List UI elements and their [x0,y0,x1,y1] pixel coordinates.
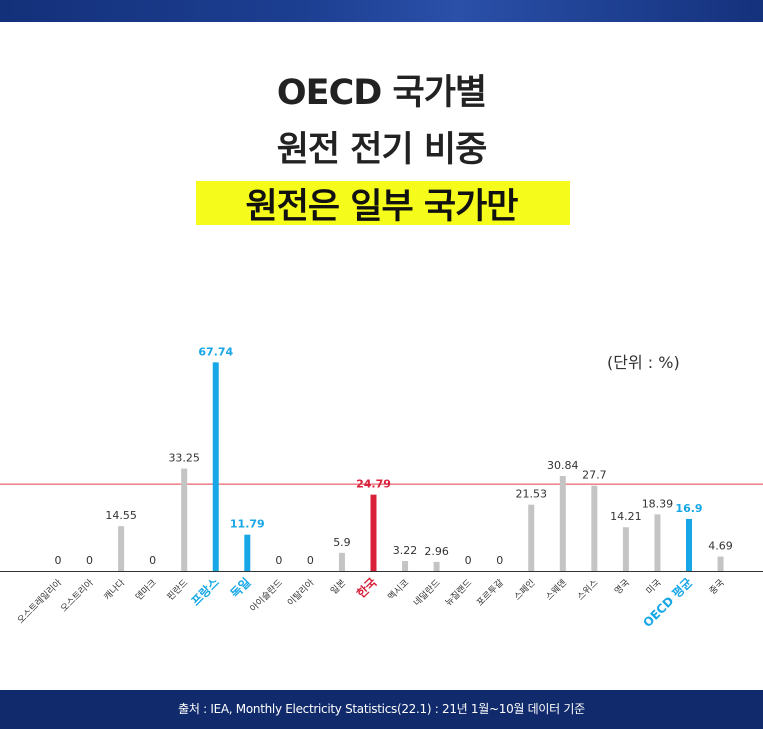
bar-9 [338,552,345,571]
tick-label-1: 오스트리아 [59,577,97,615]
tick-label-13: 뉴질랜드 [442,577,474,609]
bar-12 [433,561,440,571]
tick-label-6: 독일 [228,575,254,601]
value-label-11: 3.22 [393,544,418,557]
value-label-16: 30.84 [547,459,579,472]
page-title-line2: 원전 전기 비중 [276,130,488,170]
value-label-20: 16.9 [675,502,702,515]
bar-10 [370,494,377,571]
value-label-18: 14.21 [610,510,642,523]
bar-15 [528,504,535,571]
source-footer: 출처 : IEA, Monthly Electricity Statistics… [0,690,763,729]
tick-label-8: 이탈리아 [285,577,317,609]
page-title-line1: OECD 국가별 [276,73,487,113]
tick-label-18: 영국 [613,577,632,596]
tick-label-10: 한국 [353,575,379,601]
page-title-line3: 원전은 일부 국가만 [245,187,519,227]
bar-21 [717,556,724,571]
tick-label-4: 핀란드 [164,577,190,603]
tick-label-7: 아이슬란드 [247,577,285,615]
bar-2 [118,526,125,571]
tick-label-20: OECD 평균 [640,575,695,630]
bar-6 [244,534,251,571]
value-label-2: 14.55 [105,509,137,522]
value-label-1: 0 [86,554,93,567]
value-label-5: 67.74 [198,345,233,358]
tick-label-19: 미국 [644,577,663,596]
tick-label-0: 오스트레일리아 [15,577,64,626]
tick-label-9: 일본 [329,577,348,596]
value-label-4: 33.25 [168,452,200,465]
tick-label-14: 포르투갈 [475,577,506,608]
value-label-17: 27.7 [582,469,607,482]
bar-4 [181,468,188,571]
value-label-15: 21.53 [516,488,548,501]
value-label-19: 18.39 [642,497,674,510]
tick-label-5: 프랑스 [189,575,222,608]
bar-20 [686,518,692,571]
bar-5 [212,362,219,571]
value-label-8: 0 [307,554,314,567]
value-label-3: 0 [149,554,156,567]
tick-label-12: 네덜란드 [411,577,443,609]
tick-label-17: 스위스 [575,577,600,602]
top-banner [0,0,763,22]
bar-17 [591,485,598,571]
value-label-7: 0 [275,554,282,567]
value-label-10: 24.79 [356,478,391,491]
value-label-13: 0 [465,554,472,567]
tick-label-16: 스웨덴 [543,577,569,603]
bar-19 [654,514,661,571]
tick-label-11: 멕시코 [386,577,411,602]
value-label-9: 5.9 [333,536,351,549]
value-label-12: 2.96 [424,545,449,558]
value-label-14: 0 [496,554,503,567]
tick-label-15: 스페인 [512,577,537,602]
tick-label-2: 캐나다 [102,577,128,603]
unit-label: (단위 : %) [607,353,680,372]
title-highlight [196,181,570,225]
value-label-21: 4.69 [708,540,733,553]
bar-16 [559,476,566,571]
bar-11 [402,561,409,571]
tick-label-21: 중국 [707,577,726,596]
tick-label-3: 덴마크 [133,577,158,602]
bar-chart: 0 오스트레일리아 0 오스트리아 14.55 캐나다 0 덴마크 33.25 핀란드 67.74 프… [0,345,763,630]
value-label-6: 11.79 [230,518,265,531]
bar-18 [622,527,629,571]
value-label-0: 0 [55,554,62,567]
